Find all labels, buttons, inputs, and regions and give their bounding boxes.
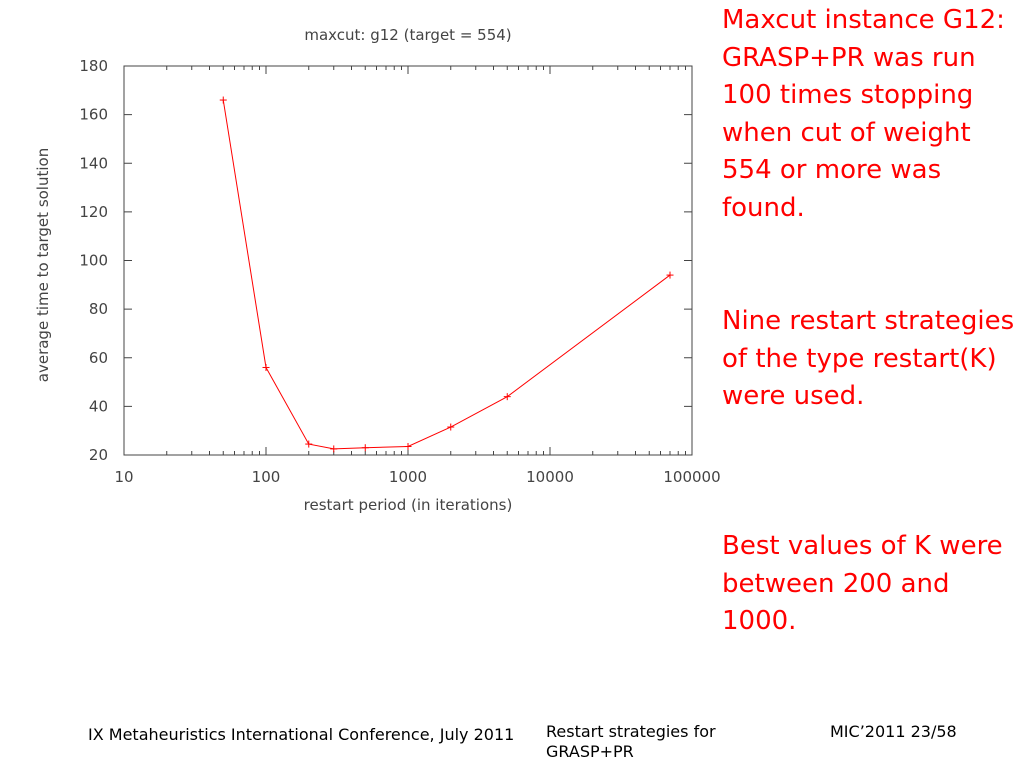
footer-topic: Restart strategies for GRASP+PR [546, 722, 716, 761]
y-tick-label: 80 [89, 300, 108, 318]
x-tick-label: 100000 [663, 468, 720, 486]
y-tick-label: 20 [89, 446, 108, 464]
data-point [361, 444, 369, 452]
data-point [666, 271, 674, 279]
y-tick-label: 60 [89, 349, 108, 367]
y-tick-label: 120 [79, 203, 108, 221]
x-tick-label: 100 [252, 468, 281, 486]
data-point [305, 440, 313, 448]
points-layer [219, 96, 674, 453]
data-point [447, 423, 455, 431]
x-tick-label: 10000 [526, 468, 574, 486]
plot-frame [123, 65, 693, 456]
note-restart-strategies: Nine restart strategies of the type rest… [722, 306, 1015, 411]
y-tick-label: 140 [79, 154, 108, 172]
data-point [330, 445, 338, 453]
x-tick-label: 10 [114, 468, 133, 486]
y-tick-label: 40 [89, 397, 108, 415]
footer-page-number: MIC’2011 23/58 [830, 722, 957, 741]
footer-conference: IX Metaheuristics International Conferen… [88, 725, 515, 744]
note-best-values: Best values of K were between 200 and 10… [722, 531, 1003, 636]
data-point [503, 393, 511, 401]
data-point [262, 363, 270, 371]
y-tick-label: 160 [79, 106, 108, 124]
restart-chart: 20 40 60 80 100 120 140 160 180 10 100 1000 10000 100… [34, 26, 720, 514]
y-tick-label: 180 [79, 57, 108, 75]
y-tick-label: 100 [79, 252, 108, 270]
axes-layer: 20 40 60 80 100 120 140 160 180 10 100 1000 10000 100… [79, 57, 720, 486]
x-tick-label: 1000 [389, 468, 427, 486]
data-point [404, 442, 412, 450]
chart-title: maxcut: g12 (target = 554) [304, 26, 511, 44]
x-axis-label: restart period (in iterations) [304, 496, 513, 514]
y-axis-label: average time to target solution [34, 148, 52, 382]
note-instance-description: Maxcut instance G12: GRASP+PR was run 10… [722, 5, 1005, 223]
series-line [222, 99, 671, 450]
data-point [219, 96, 227, 104]
